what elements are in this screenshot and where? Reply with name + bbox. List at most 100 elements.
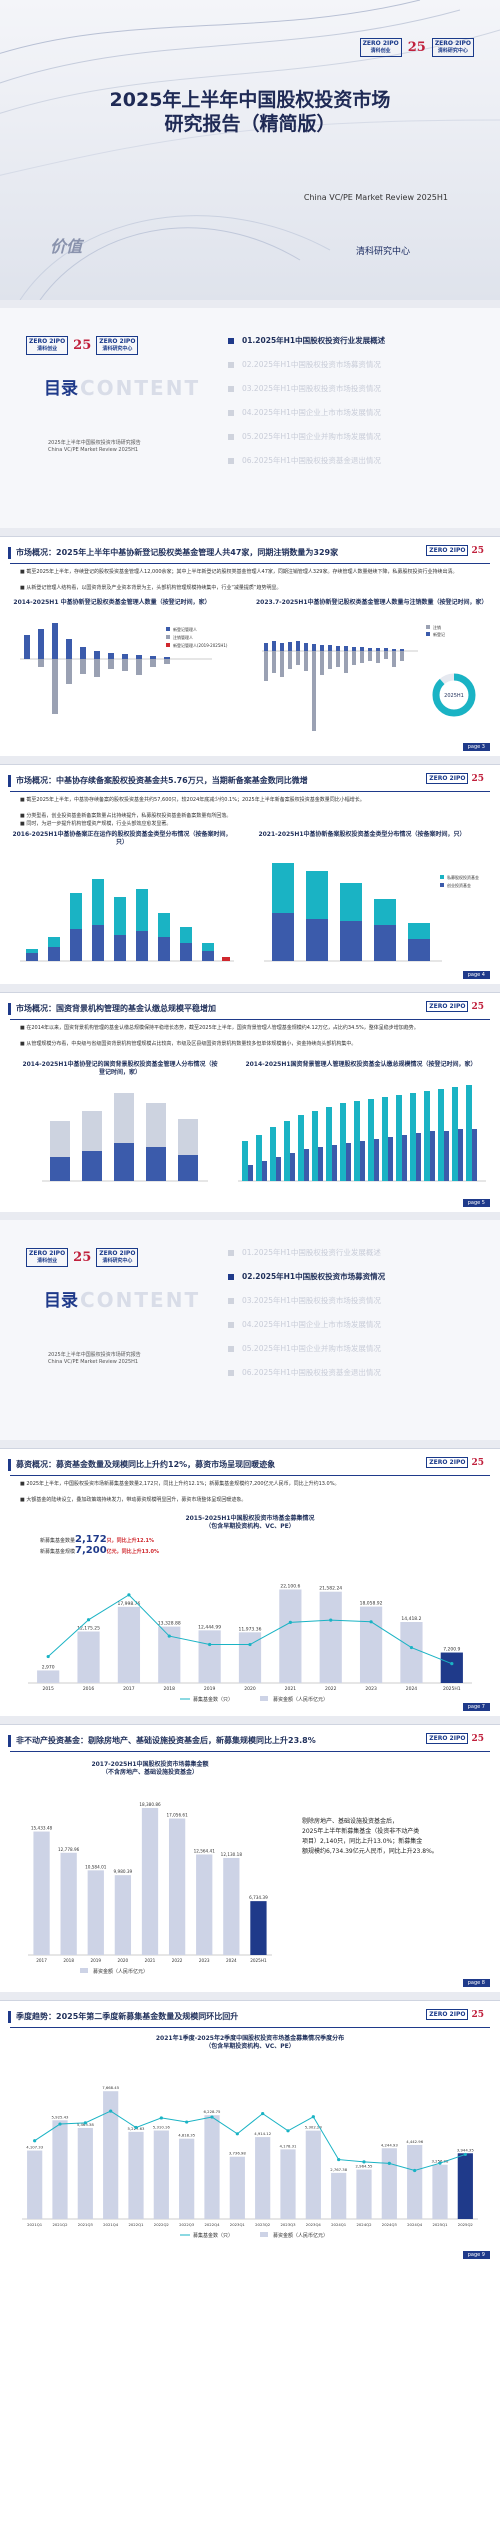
bullet-text: ■ 截至2025年上半年，中基协存续备案的股权投资基金共约57,600只，较20… (20, 797, 365, 803)
tick-label: 2024Q4 (407, 2222, 423, 2227)
chart-title: 2014-2025H1 中基协新登记股权类基金管理人数量（按登记时间，家） (13, 599, 211, 606)
legend-swatch (260, 1696, 268, 1701)
data-label: 6,228.75 (204, 2109, 221, 2114)
tick-label: 2025H1 (443, 1686, 461, 1692)
cover-organization: 清科研究中心 (355, 247, 410, 257)
chart-title: 2014-2025H1国资背景管理人管理股权投资基金认缴总规模情况（按登记时间，… (245, 1061, 477, 1068)
bar (153, 2130, 169, 2219)
slide-logo: ZERO 2IPO 25 (426, 1457, 484, 1468)
tick-label: 2025Q1 (432, 2222, 448, 2227)
tick-label: 2019 (90, 1958, 101, 1963)
page-number: page 5 (462, 1199, 490, 1207)
toc-item[interactable]: 02.2025年H1中国股权投资市场募资情况 (228, 1268, 385, 1292)
tick-label: 2023Q2 (255, 2222, 271, 2227)
data-label: 13,328.88 (158, 1621, 181, 1627)
tick-label: 2021 (145, 1958, 156, 1963)
toc-item[interactable]: 05.2025年H1中国企业并购市场发展情况 (228, 1340, 385, 1364)
toc-item[interactable]: 01.2025年H1中国股权投资行业发展概述 (228, 1244, 385, 1268)
data-label: 3,256.98 (432, 2159, 449, 2164)
tick-label: 2022Q2 (154, 2222, 170, 2227)
tick-label: 2021Q1 (27, 2222, 43, 2227)
bullet-text: ■ 在2014年以来，国资背景机构管理的基金认缴总规模保持平稳增长态势，截至20… (20, 1025, 419, 1031)
bar (37, 1670, 60, 1683)
page-number: page 8 (462, 1979, 490, 1987)
chart-title: 2023.7-2025H1中基协新登记股权类基金管理人数量与注销数量（按登记时间… (256, 599, 488, 606)
toc-logo-group: ZERO 2IPO 清科创业 25 ZERO 2IPO 清科研究中心 (26, 1248, 139, 1267)
tick-label: 2023 (365, 1686, 377, 1692)
fundraising-callout: 新募集基金数量2,172只，同比上升12.1% 新募集基金规模7,200亿元，同… (40, 1534, 160, 1556)
bar (141, 1807, 159, 1955)
cover-logo-group: ZERO 2IPO 清科创业 25 ZERO 2IPO 清科研究中心 (359, 38, 474, 57)
data-label: 10,584.01 (85, 1864, 107, 1869)
bar (381, 2148, 397, 2219)
tick-label: 2024Q1 (331, 2222, 347, 2227)
tick-label: 2022 (172, 1958, 183, 1963)
toc-item[interactable]: 04.2025年H1中国企业上市市场发展情况 (228, 404, 385, 428)
data-label: 22,100.6 (280, 1584, 300, 1590)
bar (279, 1589, 302, 1683)
bar (457, 2153, 473, 2219)
legend-swatch (80, 1968, 88, 1973)
bar (158, 1626, 181, 1683)
bullet-text: ■ 从管理规模分布看，中央级与省级国资背景机构管理规模占比较高，市级及区县级国资… (20, 1041, 357, 1047)
toc-item[interactable]: 04.2025年H1中国企业上市市场发展情况 (228, 1316, 385, 1340)
zero2ipo-logo: ZERO 2IPO 清科创业 (359, 38, 402, 57)
bar (204, 2115, 220, 2219)
bullet-text: ■ 大额基金的陆续设立，叠加政策端持续发力，带动募资规模明显回升，募资市场整体呈… (20, 1497, 247, 1503)
data-label: 6,734.39 (249, 1895, 268, 1900)
tick-label: 2025Q2 (458, 2222, 474, 2227)
slide-logo: ZERO 2IPO 25 (426, 545, 484, 556)
toc-item[interactable]: 03.2025年H1中国股权投资市场投资情况 (228, 380, 385, 404)
legend-label: 募资金额（人民币亿元） (273, 1696, 328, 1703)
tick-label: 2022Q3 (179, 2222, 195, 2227)
manager-registration-chart: 新登记管理人 注销管理人 新登记管理人(2019-2025H1) (20, 623, 228, 714)
bar (52, 2120, 68, 2219)
data-label: 11,973.36 (239, 1626, 262, 1632)
toc-slide-1: ZERO 2IPO 清科创业 25 ZERO 2IPO 清科研究中心 CONTENT… (0, 308, 500, 528)
toc-item[interactable]: 01.2025年H1中国股权投资行业发展概述 (228, 332, 385, 356)
data-label: 4,107.33 (26, 2145, 43, 2150)
legend-label: 募资金额（人民币亿元） (93, 1968, 148, 1975)
slide-logo: ZERO 2IPO 25 (426, 1733, 484, 1744)
toc-item[interactable]: 03.2025年H1中国股权投资市场投资情况 (228, 1292, 385, 1316)
bar (319, 1591, 342, 1683)
toc-item[interactable]: 05.2025年H1中国企业并购市场发展情况 (228, 428, 385, 452)
bar (87, 1870, 104, 1955)
tick-label: 2021Q3 (78, 2222, 94, 2227)
tick-label: 2020 (244, 1686, 256, 1692)
bar (407, 2144, 423, 2219)
slide-heading: 市场概况：国资背景机构管理的基金认缴总规模平稳增加 (16, 1004, 216, 1013)
toc-footer: 2025年上半年中国股权投资市场研究报告 China VC/PE Market R… (48, 1352, 141, 1365)
fund-type-chart-right: 私募股权投资基金 创业投资基金 (264, 863, 479, 962)
tick-label: 2018 (164, 1686, 176, 1692)
anniversary-logo: 25 (73, 1250, 92, 1265)
bar (356, 2169, 372, 2219)
bullet-text: ■ 分类型看，创业投资基金新备案数量占比持续提升，私募股权投资基金新备案数量有所… (20, 813, 232, 819)
page-number: page 7 (462, 1703, 490, 1711)
slide-heading: 季度趋势：2025年第二季度新募集基金数量及规模同环比回升 (16, 2012, 239, 2021)
bar (359, 1606, 383, 1683)
legend-label: 募资金额（人民币亿元） (273, 2232, 328, 2239)
toc-title: 目录 (44, 1291, 78, 1311)
toc-item[interactable]: 06.2025年H1中国股权投资基金退出情况 (228, 452, 385, 476)
data-label: 17,998.76 (117, 1601, 140, 1607)
data-label: 5,302.23 (305, 2125, 322, 2130)
data-label: 14,418.2 (401, 1616, 421, 1622)
svg-text:私募股权投资基金: 私募股权投资基金 (447, 874, 479, 880)
state-managers-chart (42, 1093, 208, 1182)
data-label: 9,980.39 (114, 1869, 133, 1874)
toc-item[interactable]: 02.2025年H1中国股权投资市场募资情况 (228, 356, 385, 380)
toc-item[interactable]: 06.2025年H1中国股权投资基金退出情况 (228, 1364, 385, 1388)
bar (400, 1622, 423, 1683)
bar (440, 1652, 463, 1683)
tick-label: 2021Q4 (103, 2222, 119, 2227)
bar (432, 2164, 448, 2219)
series-line (47, 1594, 453, 1665)
data-label: 2,970 (42, 1664, 55, 1670)
series-line (34, 2110, 466, 2172)
data-label: 12,444.99 (198, 1624, 221, 1630)
data-label: 12,175.25 (77, 1625, 100, 1631)
data-label: 18,380.86 (139, 1802, 161, 1807)
data-label: 12,130.18 (221, 1852, 243, 1857)
tick-label: 2020 (118, 1958, 129, 1963)
